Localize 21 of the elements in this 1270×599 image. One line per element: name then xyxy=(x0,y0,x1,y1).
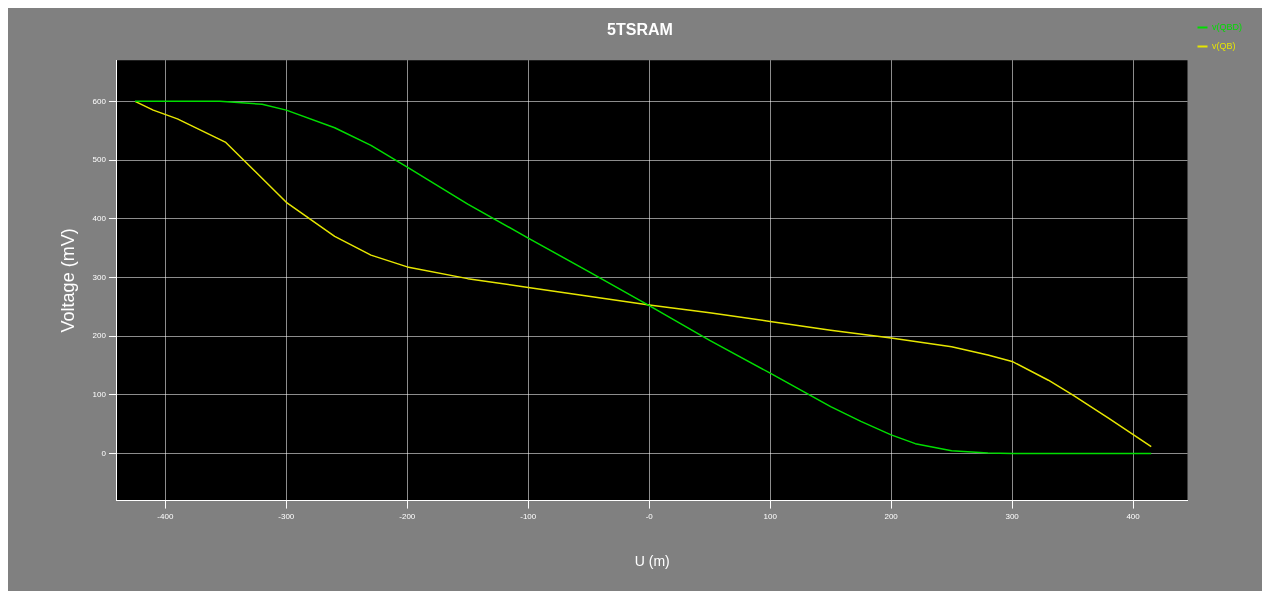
y-axis-title: Voltage (mV) xyxy=(57,228,78,333)
x-tick-label: 300 xyxy=(1005,511,1020,521)
x-tick-label: 400 xyxy=(1126,511,1141,521)
x-tick-label: -400 xyxy=(157,511,174,521)
legend-label: v(QBD) xyxy=(1212,21,1242,32)
x-tick-label: -0 xyxy=(645,511,654,521)
legend-label: v(QB) xyxy=(1212,40,1236,51)
y-tick-label: 600 xyxy=(92,96,107,106)
y-tick-label: 0 xyxy=(101,448,107,458)
x-tick-label: -200 xyxy=(399,511,416,521)
y-tick-label: 300 xyxy=(92,272,107,282)
x-tick-label: -300 xyxy=(278,511,295,521)
x-tick-label: 100 xyxy=(763,511,778,521)
y-tick-label: 400 xyxy=(92,213,107,223)
y-tick-label: 500 xyxy=(92,155,107,165)
y-tick-label: 100 xyxy=(92,390,107,400)
x-tick-label: -100 xyxy=(520,511,537,521)
x-tick-label: 200 xyxy=(884,511,899,521)
x-axis-title: U (m) xyxy=(634,553,670,570)
y-tick-label: 200 xyxy=(92,331,107,341)
chart-title: 5TSRAM xyxy=(607,21,673,39)
